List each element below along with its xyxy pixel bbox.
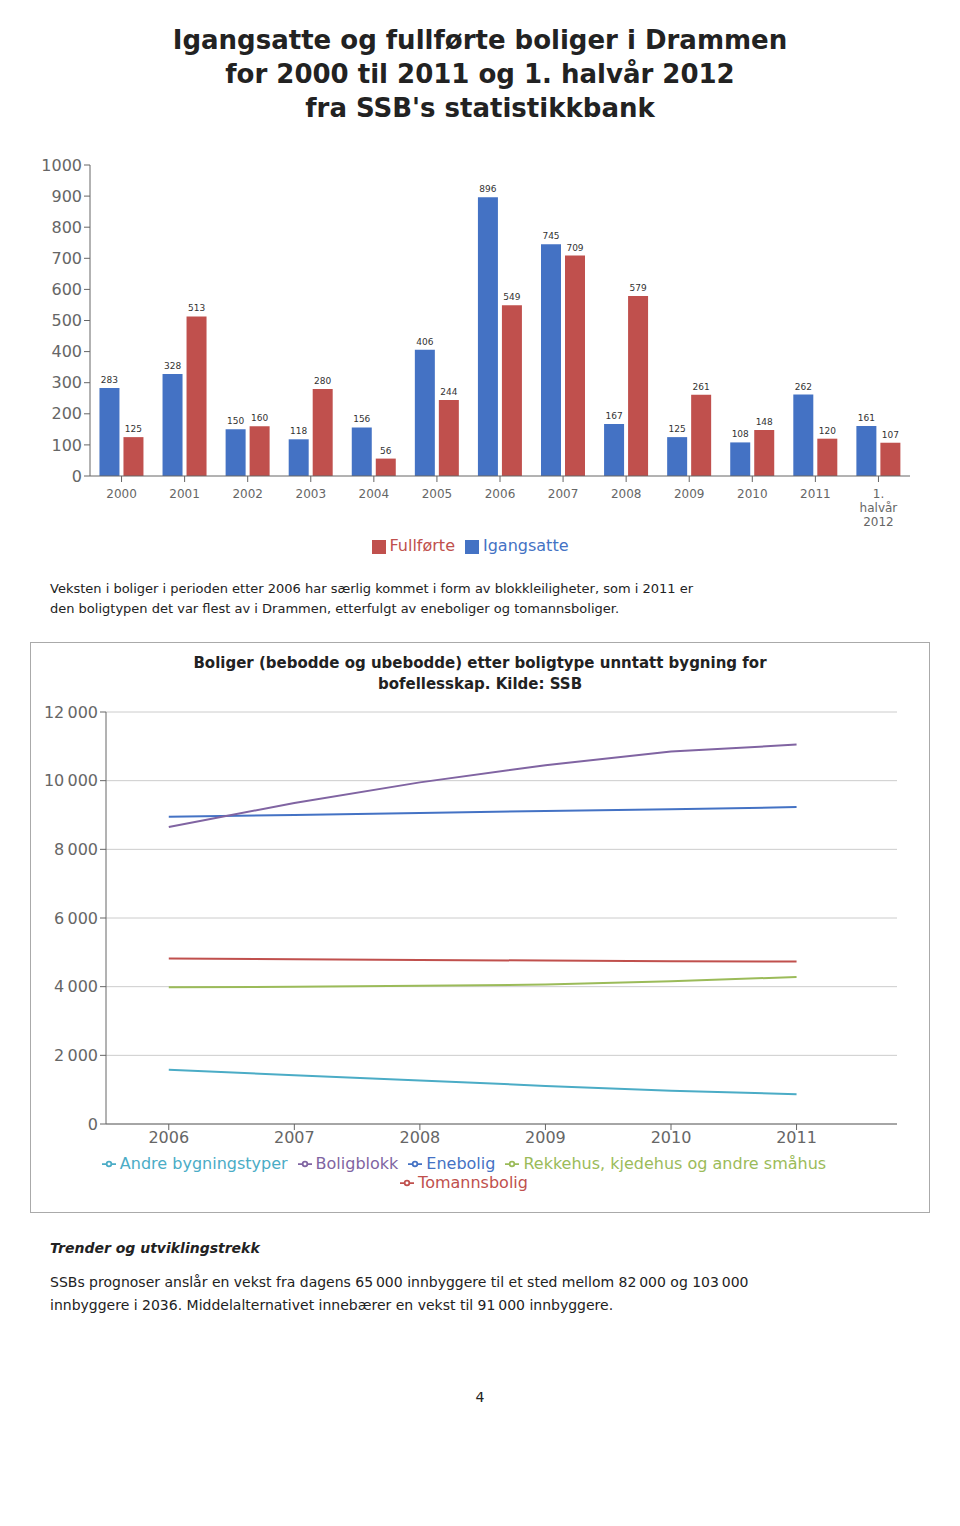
- svg-text:200: 200: [51, 405, 82, 424]
- svg-text:4 000: 4 000: [54, 977, 98, 996]
- html-text:den boligtypen det var flest a: den boligtypen det var flest av i Dramme…: [50, 600, 620, 616]
- svg-text:800: 800: [51, 218, 82, 237]
- svg-text:107: 107: [882, 430, 899, 440]
- html-text:Veksten i boliger i perioden e: Veksten i boliger i perioden etter 2006 …: [50, 581, 693, 597]
- svg-text:300: 300: [51, 374, 82, 393]
- svg-text:2009: 2009: [674, 487, 705, 501]
- svg-text:6 000: 6 000: [54, 909, 98, 928]
- svg-text:100: 100: [51, 436, 82, 455]
- svg-text:2006: 2006: [148, 1128, 189, 1147]
- svg-text:549: 549: [503, 293, 520, 303]
- svg-text:125: 125: [669, 425, 686, 435]
- svg-text:2010: 2010: [737, 487, 768, 501]
- svg-text:2005: 2005: [422, 487, 453, 501]
- svg-text:900: 900: [51, 187, 82, 206]
- svg-text:8 000: 8 000: [54, 840, 98, 859]
- svg-text:579: 579: [629, 283, 646, 293]
- html-text:SSBs prognoser anslår en vekst: SSBs prognoser anslår en vekst fra dagen…: [50, 1274, 749, 1291]
- svg-text:108: 108: [732, 430, 749, 440]
- svg-text:118: 118: [290, 427, 307, 437]
- svg-text:262: 262: [795, 382, 812, 392]
- html-text:Igangsatte og fullførte bolige: Igangsatte og fullførte boliger i Dramme…: [172, 25, 788, 123]
- svg-text:1000: 1000: [41, 156, 82, 175]
- svg-text:125: 125: [125, 425, 142, 435]
- html-text:innbyggere i 2036. Middelalter: innbyggere i 2036. Middelalternativet in…: [50, 1296, 614, 1313]
- svg-text:406: 406: [416, 337, 433, 347]
- svg-text:120: 120: [819, 426, 836, 436]
- svg-text:709: 709: [566, 243, 583, 253]
- svg-text:1.halvår2012: 1.halvår2012: [860, 487, 898, 529]
- svg-text:2002: 2002: [232, 487, 263, 501]
- svg-text:400: 400: [51, 343, 82, 362]
- svg-text:148: 148: [756, 417, 773, 427]
- svg-text:280: 280: [314, 376, 331, 386]
- svg-text:261: 261: [693, 382, 710, 392]
- svg-text:244: 244: [440, 388, 457, 398]
- svg-text:2006: 2006: [485, 487, 516, 501]
- svg-text:150: 150: [227, 417, 244, 427]
- svg-text:328: 328: [164, 361, 181, 371]
- svg-text:283: 283: [101, 375, 118, 385]
- svg-text:513: 513: [188, 304, 205, 314]
- svg-text:10 000: 10 000: [44, 771, 98, 790]
- svg-text:161: 161: [858, 413, 875, 423]
- svg-text:2003: 2003: [295, 487, 326, 501]
- svg-text:2010: 2010: [651, 1128, 692, 1147]
- svg-text:2008: 2008: [611, 487, 642, 501]
- html-text:Trender og utviklingstrekk: Trender og utviklingstrekk: [50, 1239, 260, 1256]
- html-text:Igangsatte: Igangsatte: [483, 536, 569, 556]
- svg-text:2 000: 2 000: [54, 1046, 98, 1065]
- html-text:Rekkehus, kjedehus og andre sm: Rekkehus, kjedehus og andre småhus: [523, 1153, 827, 1173]
- svg-text:2007: 2007: [548, 487, 579, 501]
- svg-text:2009: 2009: [525, 1128, 566, 1147]
- html-text:Tomannsbolig: Tomannsbolig: [418, 1172, 528, 1192]
- html-text:Boliger (bebodde og ubebodde): Boliger (bebodde og ubebodde) etter boli…: [193, 654, 767, 693]
- svg-text:160: 160: [251, 414, 268, 424]
- svg-text:745: 745: [542, 232, 559, 242]
- html-text:Andre bygningstyper: Andre bygningstyper: [119, 1153, 288, 1173]
- svg-text:2011: 2011: [776, 1128, 817, 1147]
- svg-text:156: 156: [353, 415, 370, 425]
- svg-text:12 000: 12 000: [44, 703, 98, 722]
- svg-text:600: 600: [51, 280, 82, 299]
- svg-text:2004: 2004: [359, 487, 390, 501]
- svg-text:2001: 2001: [169, 487, 200, 501]
- svg-text:0: 0: [72, 467, 82, 486]
- svg-text:896: 896: [479, 185, 496, 195]
- html-text:Enebolig: Enebolig: [426, 1153, 496, 1173]
- html-text:Boligblokk: Boligblokk: [315, 1153, 399, 1173]
- html-text:Fullførte: Fullførte: [389, 536, 455, 556]
- svg-text:2008: 2008: [400, 1128, 441, 1147]
- svg-text:2000: 2000: [106, 487, 137, 501]
- svg-text:500: 500: [51, 312, 82, 331]
- html-text:4: 4: [475, 1389, 485, 1406]
- svg-text:167: 167: [605, 411, 622, 421]
- svg-text:700: 700: [51, 249, 82, 268]
- svg-text:0: 0: [88, 1115, 98, 1134]
- svg-text:2011: 2011: [800, 487, 831, 501]
- svg-text:56: 56: [380, 446, 392, 456]
- svg-text:2007: 2007: [274, 1128, 315, 1147]
